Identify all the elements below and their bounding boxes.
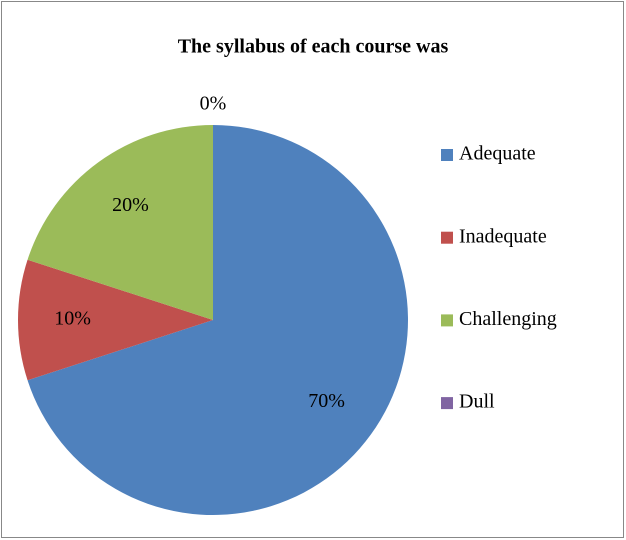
legend-swatch [441,149,453,161]
legend-label: Adequate [459,143,536,165]
data-label: 0% [200,93,227,115]
legend-swatch [441,397,453,410]
pie-slice [27,125,409,515]
legend-label: Inadequate [459,225,547,247]
legend-swatch [441,231,453,244]
legend-label: Dull [459,391,495,413]
legend-label: Challenging [459,308,557,330]
data-label: 70% [308,390,345,412]
legend-swatch [441,314,453,327]
pie-slice [17,259,213,381]
chart-title: The syllabus of each course was [178,36,449,58]
data-label: 10% [54,308,91,330]
data-label: 20% [112,194,149,216]
pie-slice [27,125,214,320]
